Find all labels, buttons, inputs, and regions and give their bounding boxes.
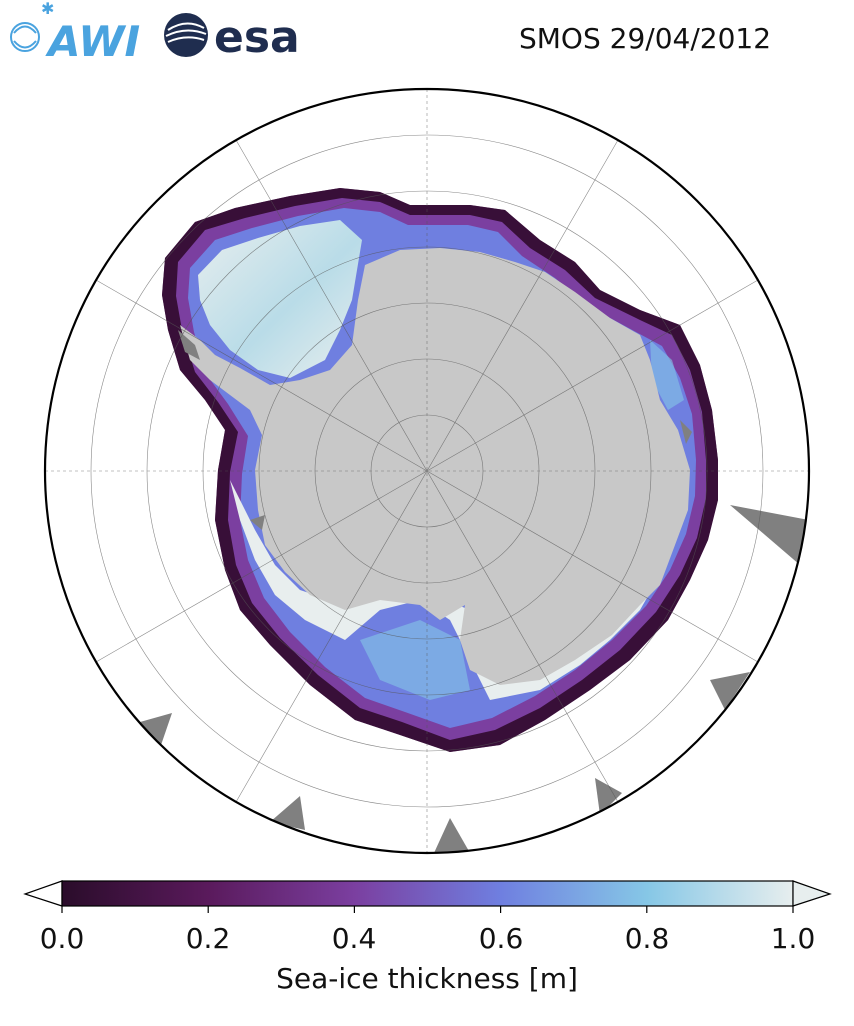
- map-title: SMOS 29/04/2012: [519, 22, 772, 55]
- colorbar-label: Sea-ice thickness [m]: [276, 962, 578, 995]
- colorbar-ticks: [61, 906, 794, 913]
- colorbar-tick-label: 0.2: [185, 922, 231, 955]
- colorbar-tick-label: 1.0: [770, 922, 816, 955]
- colorbar: [23, 880, 832, 913]
- colorbar-extend-high: [792, 880, 832, 907]
- colorbar-extend-low: [23, 880, 63, 907]
- svg-text:✱: ✱: [41, 0, 54, 18]
- logo-area: ✱ AWI esa: [10, 0, 300, 66]
- awi-logo-text: AWI: [45, 17, 140, 66]
- map-boundary: [43, 87, 811, 855]
- polar-map: [43, 87, 811, 855]
- esa-logo-text: esa: [214, 12, 300, 63]
- esa-logo: esa: [164, 12, 300, 63]
- missing-data-wedges: [140, 505, 809, 853]
- colorbar-tick-label: 0.8: [624, 922, 670, 955]
- colorbar-tick-label: 0.0: [39, 922, 85, 955]
- graticule: [45, 89, 809, 853]
- colorbar-body: [61, 880, 794, 907]
- colorbar-tick-label: 0.4: [331, 922, 377, 955]
- colorbar-tick-label: 0.6: [478, 922, 524, 955]
- awi-logo: ✱ AWI: [10, 0, 140, 66]
